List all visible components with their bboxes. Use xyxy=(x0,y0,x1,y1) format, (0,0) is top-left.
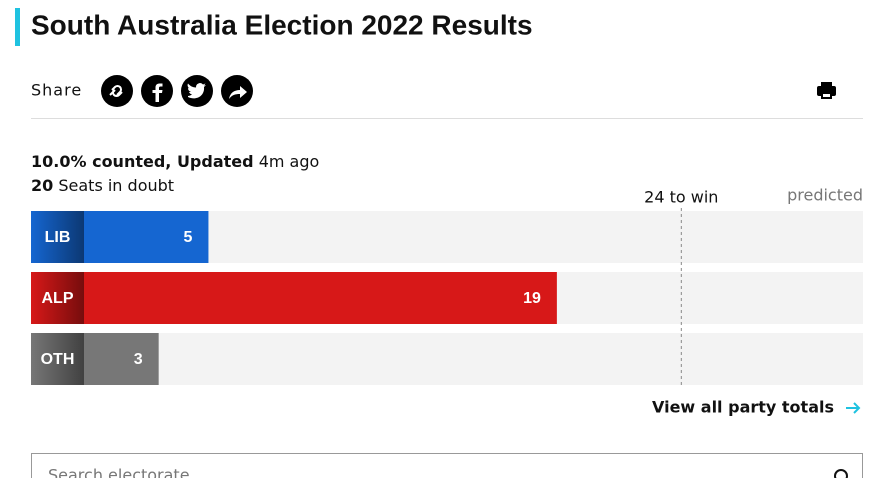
doubt-count: 20 xyxy=(31,176,53,195)
party-label-block xyxy=(31,333,84,385)
value-label: 19 xyxy=(523,290,541,307)
link-label[interactable]: View all party totals xyxy=(652,398,834,417)
updated-ago: 4m ago xyxy=(259,152,320,171)
share-native[interactable] xyxy=(221,75,253,107)
title-accent xyxy=(15,8,20,46)
party-label: OTH xyxy=(41,351,75,368)
doubt-label: Seats in doubt xyxy=(58,176,174,195)
bar-track xyxy=(31,333,863,385)
bar xyxy=(84,211,209,263)
threshold-label: 24 to win xyxy=(644,188,718,207)
search-placeholder: Search electorate xyxy=(48,466,190,478)
party-label-block xyxy=(31,211,84,263)
search-box[interactable]: Search electorate xyxy=(31,453,863,478)
status-line: 10.0% counted, Updated 4m ago xyxy=(31,152,319,171)
share-twitter[interactable] xyxy=(181,75,213,107)
page-title: South Australia Election 2022 Results xyxy=(31,9,533,40)
seat-chart: LIB 5 ALP 19 OTH 3 24 to win predicted xyxy=(31,186,863,385)
party-totals-link[interactable]: View all party totals xyxy=(652,398,861,417)
value-label: 3 xyxy=(134,351,143,368)
party-label: LIB xyxy=(45,229,71,246)
party-label-block xyxy=(31,272,84,324)
doubt-line: 20 Seats in doubt xyxy=(31,176,174,195)
bar xyxy=(84,272,557,324)
share-link[interactable] xyxy=(101,75,133,107)
predicted-label: predicted xyxy=(787,186,863,205)
value-label: 5 xyxy=(184,229,193,246)
print-button[interactable] xyxy=(817,82,836,99)
share-facebook[interactable] xyxy=(141,75,173,107)
bar xyxy=(84,333,159,385)
party-label: ALP xyxy=(42,290,74,307)
counted: 10.0% counted, Updated xyxy=(31,152,254,171)
share-label: Share xyxy=(31,81,82,100)
